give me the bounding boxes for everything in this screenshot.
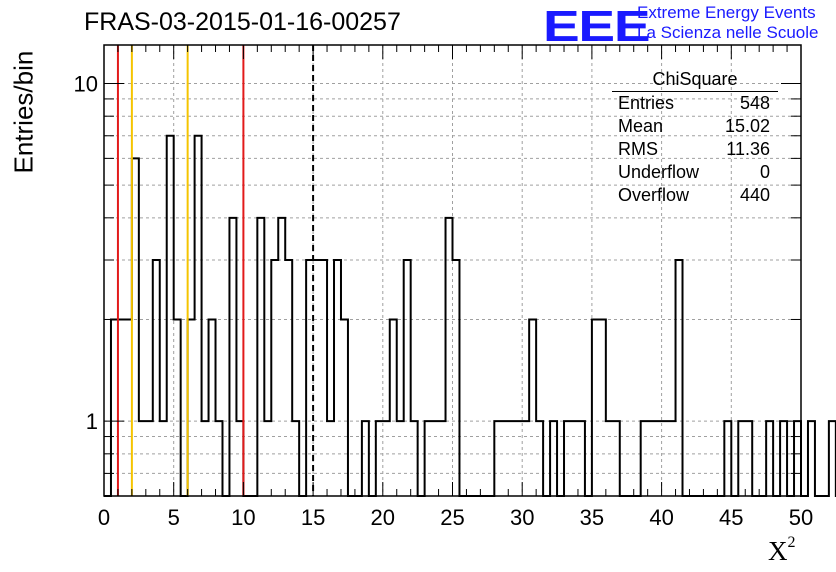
x-axis-label-base: X [768, 536, 788, 566]
x-tick-label: 15 [301, 505, 325, 530]
stats-row: RMS 11.36 [612, 138, 778, 161]
stats-value: 548 [739, 93, 770, 113]
y-axis-label: Entries/bin [8, 50, 39, 174]
x-tick-label: 50 [789, 505, 813, 530]
x-tick-label: 30 [510, 505, 534, 530]
x-tick-label: 5 [168, 505, 180, 530]
stats-row: Entries 548 [612, 92, 778, 115]
chart-title: FRAS-03-2015-01-16-00257 [84, 8, 401, 36]
x-axis-label-sup: 2 [787, 534, 796, 551]
y-tick-label: 1 [86, 409, 98, 434]
logo-line-2: La Scienza nelle Scuole [637, 23, 819, 42]
stats-row: Underflow 0 [612, 161, 778, 184]
stats-name: ChiSquare [652, 69, 738, 89]
x-axis-label: X2 [768, 534, 796, 567]
stats-label: Overflow [618, 185, 690, 205]
stats-row: Overflow 440 [612, 184, 778, 207]
stats-label: Mean [618, 116, 664, 136]
stats-row: Mean 15.02 [612, 115, 778, 138]
stats-label: Underflow [618, 162, 700, 182]
x-tick-label: 25 [440, 505, 464, 530]
x-tick-label: 40 [649, 505, 673, 530]
eee-logo: EEE [543, 2, 651, 51]
x-tick-label: 20 [371, 505, 395, 530]
y-tick-label: 10 [74, 71, 98, 96]
stats-label: RMS [618, 139, 658, 159]
x-tick-label: 45 [719, 505, 743, 530]
stats-label: Entries [618, 93, 675, 113]
x-tick-label: 35 [580, 505, 604, 530]
stats-value: 440 [739, 185, 770, 205]
histogram-series [104, 134, 836, 497]
stats-value: 11.36 [726, 139, 770, 159]
stats-header: ChiSquare [612, 68, 778, 92]
x-tick-label: 0 [98, 505, 110, 530]
logo-line-1: Extreme Energy Events [637, 3, 816, 22]
stats-value: 0 [759, 162, 770, 182]
x-tick-label: 10 [231, 505, 255, 530]
stats-value: 15.02 [724, 116, 770, 136]
stats-box: ChiSquare Entries 548 Mean 15.02 RMS 11.36 … [612, 68, 778, 207]
